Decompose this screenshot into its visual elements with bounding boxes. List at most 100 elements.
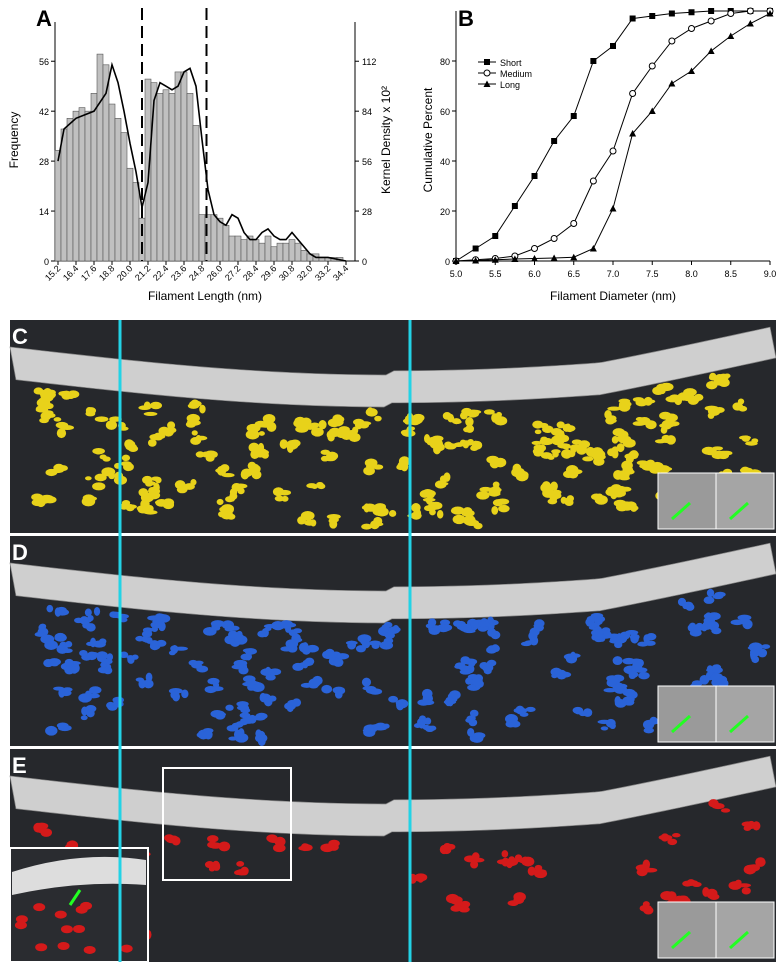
particle	[467, 410, 479, 418]
particle	[510, 721, 520, 728]
point	[649, 108, 656, 115]
particle	[476, 491, 489, 500]
particle	[81, 715, 88, 720]
particle	[761, 644, 770, 649]
particle	[241, 653, 252, 660]
particle	[619, 402, 631, 411]
bar	[127, 168, 133, 261]
particle	[89, 686, 101, 694]
particle	[255, 729, 261, 737]
particle	[332, 414, 343, 422]
particle	[424, 434, 430, 443]
point	[473, 246, 479, 252]
bar	[157, 93, 163, 261]
particle	[107, 653, 113, 660]
particle	[463, 629, 475, 633]
particle	[115, 614, 129, 619]
bar	[289, 240, 295, 261]
x-tick-label: 7.5	[646, 269, 659, 279]
particle	[255, 452, 266, 457]
point	[551, 236, 557, 242]
particle	[459, 665, 470, 670]
bar	[211, 215, 217, 261]
bar	[61, 129, 67, 261]
particle	[265, 627, 272, 631]
particle	[189, 660, 198, 666]
particle	[257, 631, 267, 638]
particle	[621, 487, 632, 492]
particle	[87, 615, 93, 621]
particle	[629, 450, 638, 459]
figure: A B Frequency Kernel Density x 10² Filam…	[0, 0, 776, 962]
x-axis-title: Filament Length (nm)	[148, 289, 262, 303]
particle	[613, 656, 623, 665]
point	[708, 48, 715, 55]
particle	[542, 481, 551, 490]
particle	[142, 631, 152, 638]
point	[669, 11, 675, 17]
legend-marker	[484, 70, 490, 76]
y2-axis-title: Kernel Density x 10²	[379, 86, 393, 194]
particle	[502, 850, 509, 857]
particle	[280, 620, 293, 629]
particle	[100, 662, 107, 667]
particle	[417, 874, 424, 883]
point	[649, 13, 655, 19]
bar	[109, 104, 115, 261]
particle	[255, 421, 267, 428]
particle	[434, 443, 445, 451]
particle	[42, 404, 48, 413]
particle	[53, 687, 64, 691]
bar	[55, 150, 61, 261]
particle	[153, 483, 160, 492]
particle	[293, 628, 302, 633]
point	[668, 80, 675, 87]
particle	[94, 484, 100, 489]
point	[689, 9, 695, 15]
bar	[115, 118, 121, 261]
y-tick-label: 56	[39, 57, 49, 67]
particle	[141, 493, 154, 502]
particle	[228, 631, 238, 639]
particle	[138, 405, 151, 410]
particle	[121, 945, 133, 953]
bar	[175, 72, 181, 261]
particle	[191, 400, 199, 405]
y-tick-label: 40	[440, 157, 450, 167]
particle	[256, 713, 268, 720]
particle	[85, 498, 95, 502]
particle	[122, 455, 130, 461]
particle	[396, 699, 408, 708]
bar	[97, 54, 103, 261]
x-tick-label: 5.5	[489, 269, 502, 279]
particle	[369, 640, 381, 645]
particle	[306, 483, 317, 488]
bar	[277, 243, 283, 261]
particle	[739, 435, 751, 439]
particle	[515, 471, 529, 480]
particle	[623, 436, 631, 444]
x-tick-label: 26.0	[205, 263, 224, 282]
particle	[298, 846, 311, 851]
particle	[498, 505, 510, 513]
bar	[265, 236, 271, 261]
particle	[399, 456, 410, 466]
particle	[275, 496, 285, 502]
particle	[35, 943, 47, 951]
point	[669, 38, 675, 44]
particle	[738, 406, 747, 412]
point	[649, 63, 655, 69]
particle	[368, 688, 382, 694]
y-tick-label: 28	[39, 157, 49, 167]
x-tick-label: 18.8	[97, 263, 116, 282]
bar	[205, 215, 211, 261]
bar	[301, 250, 307, 261]
particle	[751, 438, 758, 443]
x-tick-label: 24.8	[187, 263, 206, 282]
image-panel: C	[10, 320, 776, 533]
particle	[638, 672, 649, 679]
particle	[576, 445, 587, 455]
particle	[144, 412, 158, 416]
point	[551, 138, 557, 144]
particle	[43, 496, 56, 503]
